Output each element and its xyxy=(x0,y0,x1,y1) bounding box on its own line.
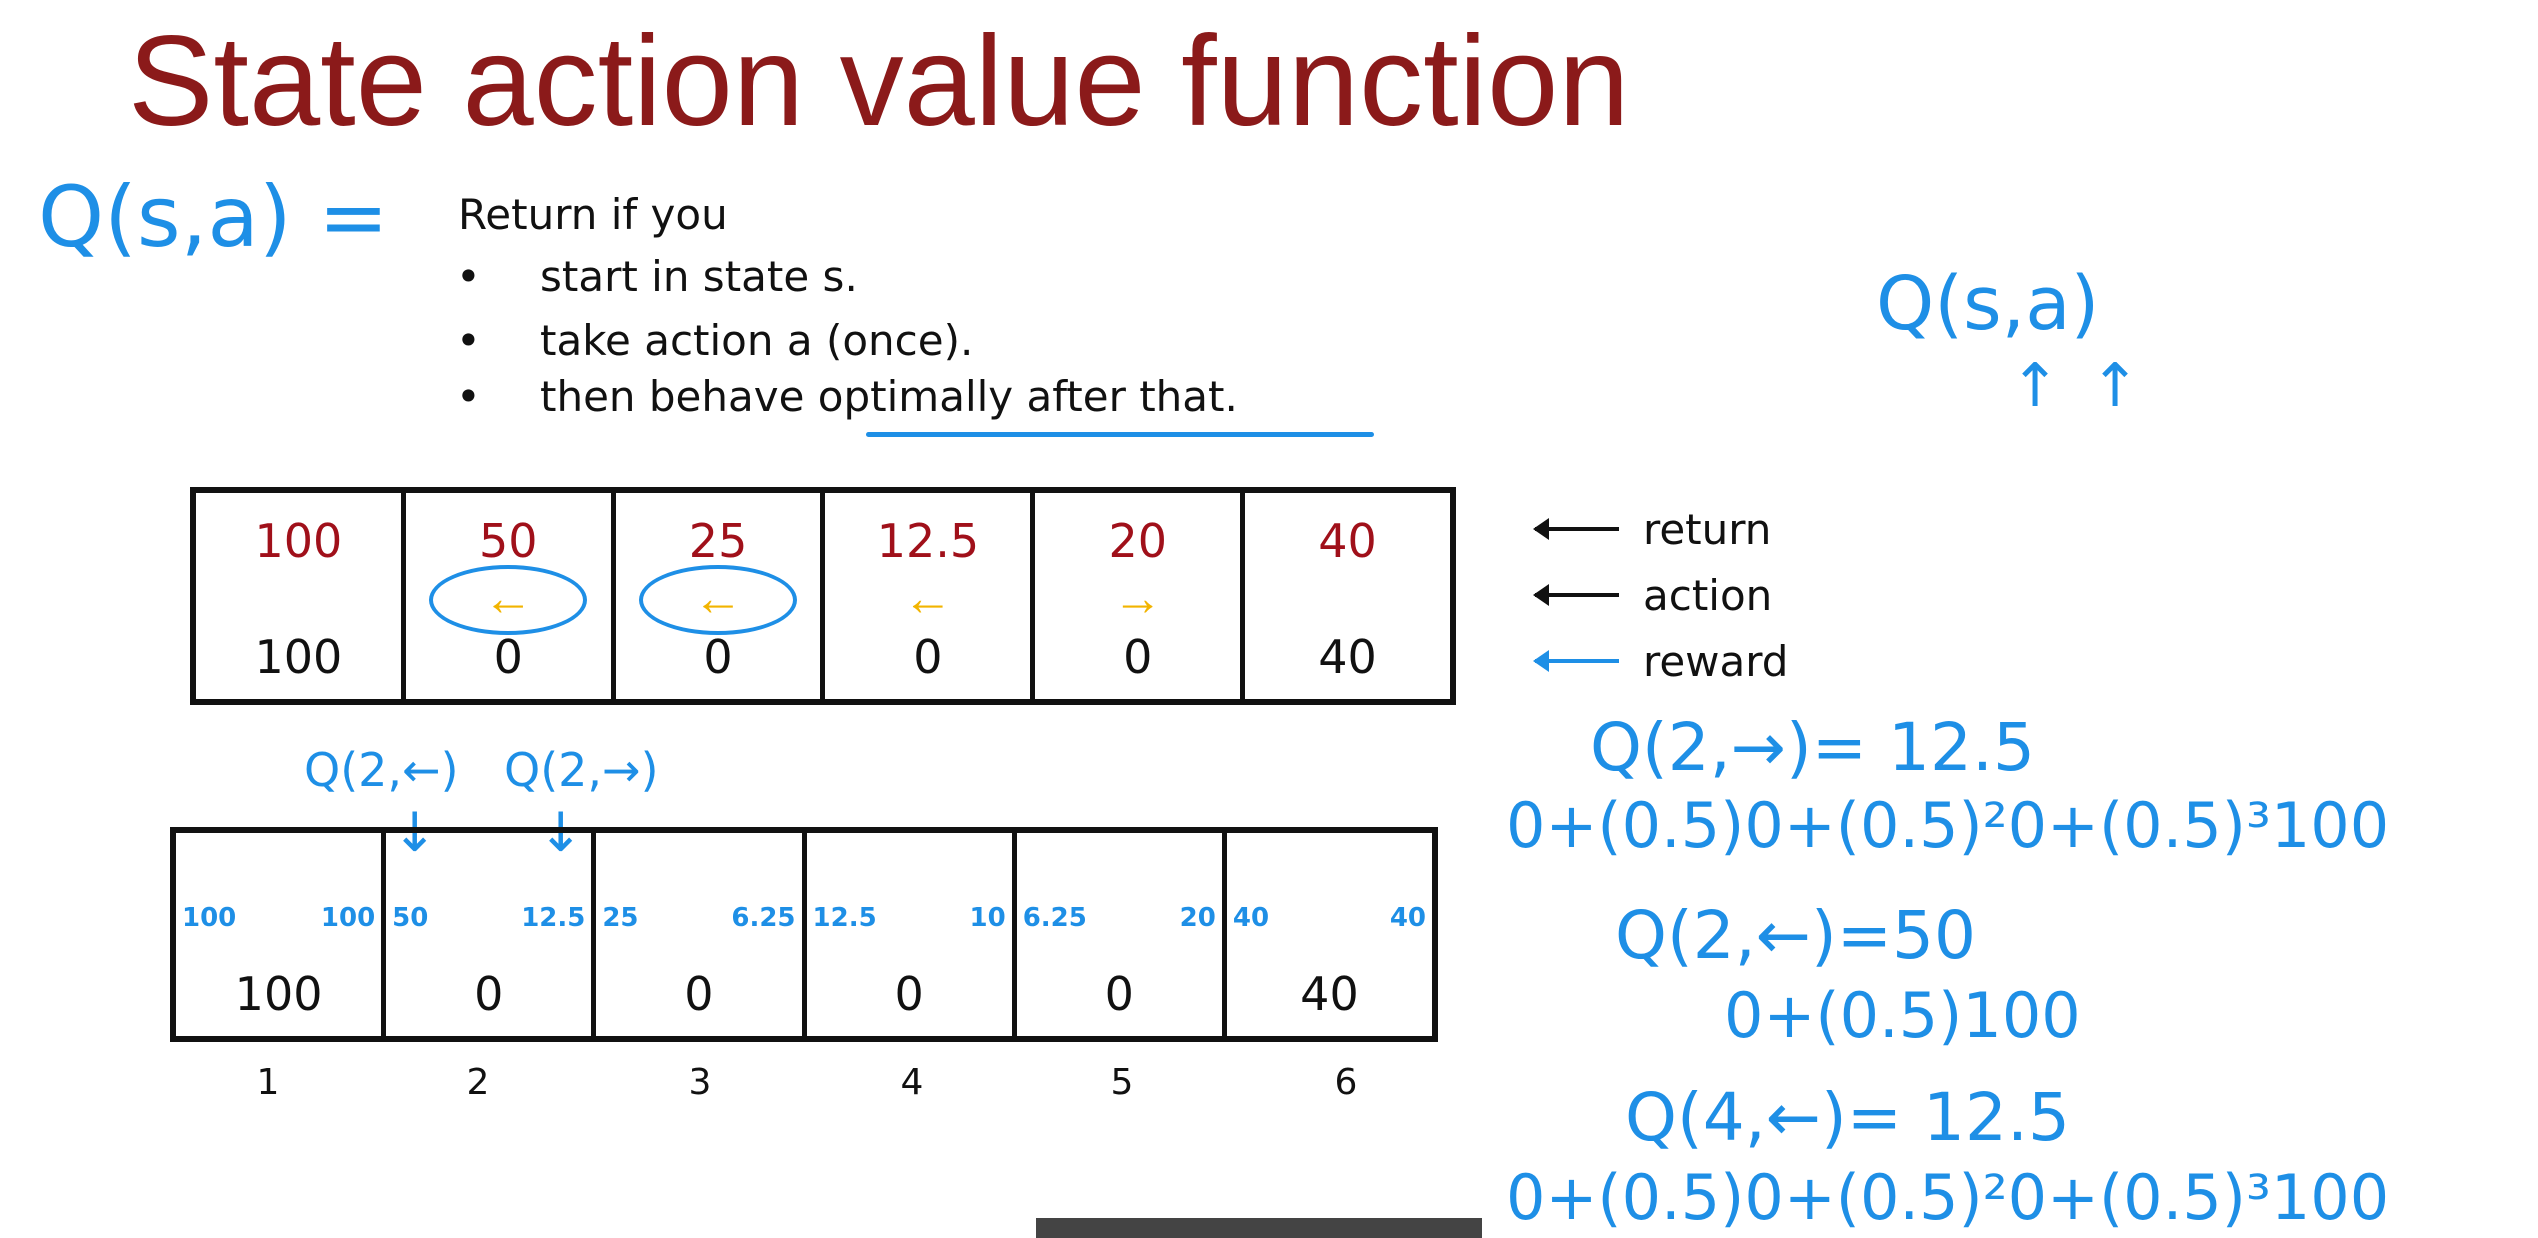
legend: return action reward xyxy=(1533,496,1789,694)
top-cell-3: 25 ← 0 xyxy=(616,493,826,699)
top-cell-2: 50 ← 0 xyxy=(406,493,616,699)
bullet-text: then behave optimally after that. xyxy=(540,372,1238,421)
q-definition-lhs: Q(s,a) = xyxy=(38,168,389,266)
reward-value: 40 xyxy=(1318,630,1377,684)
bottom-cell-6: 40 40 40 xyxy=(1227,833,1432,1036)
up-arrow-icon: ↑ xyxy=(2090,351,2141,421)
bottom-cell-2: 50 12.5 0 xyxy=(386,833,597,1036)
bullet-3: • then behave optimally after that. xyxy=(456,372,1238,421)
bullet-text: take action a (once). xyxy=(540,316,974,365)
equation-q2-left: Q(2,←)=50 xyxy=(1615,897,1977,974)
q-right-value: 6.25 xyxy=(731,903,796,933)
left-arrow-icon xyxy=(1533,650,1619,672)
q-left-value: 40 xyxy=(1232,903,1270,933)
top-cell-6: 40 40 xyxy=(1245,493,1450,699)
q-left-value: 12.5 xyxy=(812,903,877,933)
equation-q4-left-expansion: 0+(0.5)0+(0.5)²0+(0.5)³100 xyxy=(1506,1161,2390,1234)
state-label: 1 xyxy=(256,1062,280,1103)
state-label: 2 xyxy=(466,1062,490,1103)
q-right-value: 100 xyxy=(320,903,376,933)
circle-annotation xyxy=(639,565,798,635)
return-value: 50 xyxy=(478,514,538,568)
return-value: 40 xyxy=(1318,514,1377,568)
return-value: 20 xyxy=(1108,514,1167,568)
equation-q2-left-expansion: 0+(0.5)100 xyxy=(1724,979,2081,1052)
state-label: 3 xyxy=(688,1062,712,1103)
legend-label: reward xyxy=(1643,636,1789,686)
q-left-value: 25 xyxy=(602,903,639,933)
reward-value: 0 xyxy=(1104,967,1134,1021)
underline-annotation xyxy=(866,432,1374,437)
return-value: 25 xyxy=(688,514,748,568)
reward-value: 0 xyxy=(1123,630,1153,684)
left-arrow-icon: ← xyxy=(483,570,534,626)
bottom-cell-3: 25 6.25 0 xyxy=(596,833,807,1036)
equation-q2-right-expansion: 0+(0.5)0+(0.5)²0+(0.5)³100 xyxy=(1506,789,2390,862)
q-right-value: 40 xyxy=(1389,903,1427,933)
q-left-value: 6.25 xyxy=(1022,903,1087,933)
q-2-right-annotation: Q(2,→) xyxy=(504,743,659,797)
state-label: 5 xyxy=(1110,1062,1134,1103)
video-caption-bar xyxy=(1036,1218,1482,1238)
legend-return: return xyxy=(1533,496,1788,562)
q-left-value: 50 xyxy=(392,903,429,933)
reward-value: 40 xyxy=(1300,967,1359,1021)
bottom-cell-1: 100 100 100 xyxy=(176,833,387,1036)
q-right-value: 20 xyxy=(1179,903,1216,933)
bullet-1: • start in state s. xyxy=(456,252,858,301)
reward-value: 0 xyxy=(474,967,504,1021)
reward-value: 0 xyxy=(493,630,523,684)
equation-q2-right: Q(2,→)= 12.5 xyxy=(1590,709,2035,786)
reward-value: 100 xyxy=(254,630,343,684)
reward-value: 0 xyxy=(684,967,714,1021)
q-right-value: 10 xyxy=(969,903,1006,933)
bottom-cell-4: 12.5 10 0 xyxy=(807,833,1017,1036)
q-2-left-annotation: Q(2,←) xyxy=(304,743,459,797)
return-value: 100 xyxy=(254,514,343,568)
q-sa-annotation: Q(s,a) xyxy=(1876,261,2100,347)
circle-annotation xyxy=(429,565,588,635)
q-right-value: 12.5 xyxy=(521,903,586,933)
definition-intro: Return if you xyxy=(458,190,728,239)
legend-label: action xyxy=(1643,570,1773,620)
top-cell-5: 20 → 0 xyxy=(1035,493,1246,699)
reward-value: 0 xyxy=(913,630,943,684)
bottom-grid: 100 100 100 50 12.5 0 25 6.25 0 12.5 10 0 6.25 20… xyxy=(170,827,1438,1042)
reward-value: 0 xyxy=(703,630,733,684)
right-arrow-icon: → xyxy=(1112,570,1163,626)
left-arrow-icon: ← xyxy=(693,570,744,626)
bullet-text: start in state s. xyxy=(540,252,858,301)
bottom-cell-5: 6.25 20 0 xyxy=(1017,833,1227,1036)
legend-reward: reward xyxy=(1533,628,1789,694)
state-label: 6 xyxy=(1334,1062,1358,1103)
legend-action: action xyxy=(1533,562,1788,628)
state-label: 4 xyxy=(900,1062,924,1103)
q-left-value: 100 xyxy=(182,903,237,933)
legend-label: return xyxy=(1643,504,1772,554)
left-arrow-icon xyxy=(1533,518,1619,540)
left-arrow-icon: ← xyxy=(902,570,953,626)
return-value: 12.5 xyxy=(876,514,980,568)
bullet-2: • take action a (once). xyxy=(456,316,974,365)
slide-title: State action value function xyxy=(128,10,1630,153)
equation-q4-left: Q(4,←)= 12.5 xyxy=(1625,1079,2070,1156)
reward-value: 0 xyxy=(894,967,924,1021)
top-grid: 100 100 50 ← 0 25 ← 0 12.5 ← 0 20 → 0 40 40 xyxy=(190,487,1456,705)
top-cell-4: 12.5 ← 0 xyxy=(825,493,1036,699)
up-arrow-icon: ↑ xyxy=(2010,351,2061,421)
left-arrow-icon xyxy=(1533,584,1619,606)
top-cell-1: 100 100 xyxy=(196,493,406,699)
reward-value: 100 xyxy=(234,967,323,1021)
